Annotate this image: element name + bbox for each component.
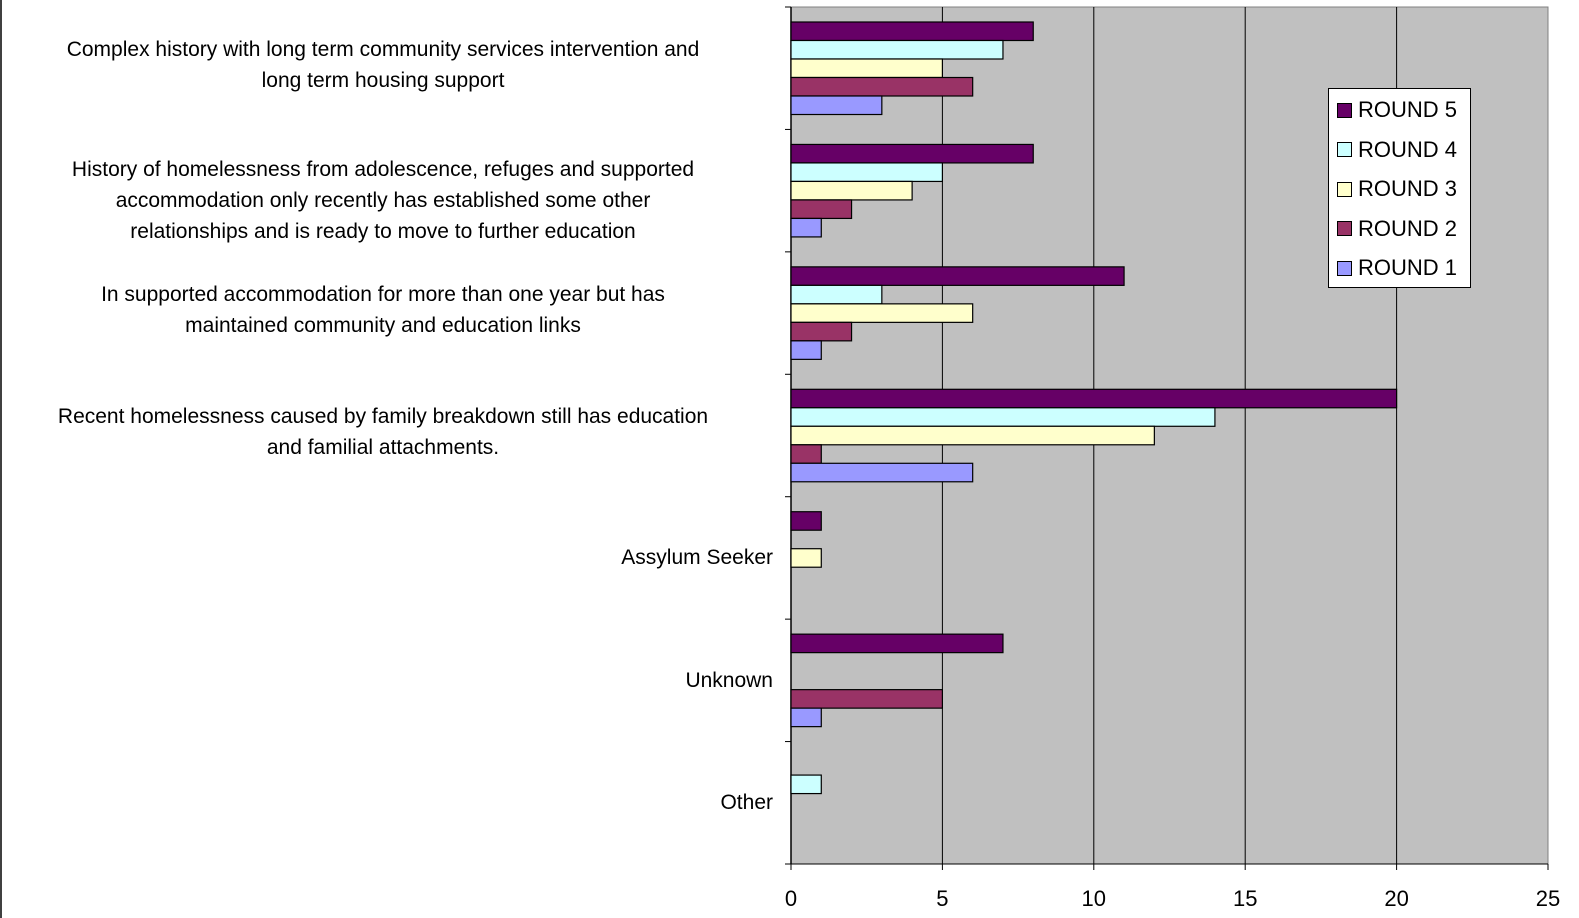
bar [790, 462, 974, 483]
legend-swatch [1337, 181, 1352, 197]
bar [790, 217, 822, 238]
bar [790, 774, 822, 795]
bar [790, 21, 1034, 42]
bar [790, 39, 1004, 60]
bar [790, 548, 822, 568]
legend-label: ROUND 4 [1358, 136, 1458, 162]
category-label-line: relationships and is ready to move to fu… [130, 220, 636, 244]
legend-label: ROUND 3 [1358, 176, 1458, 201]
bar [790, 58, 943, 79]
legend-item: ROUND 4 [1337, 137, 1457, 163]
category-label-line: In supported accommodation for more than… [101, 282, 665, 306]
bar [790, 425, 1155, 446]
bar [790, 321, 853, 342]
bar [790, 199, 853, 220]
category-label-line: Assylum Seeker [621, 546, 773, 570]
legend-swatch [1337, 102, 1352, 118]
category-label-line: Unknown [685, 668, 773, 692]
legend: ROUND 5 ROUND 4 ROUND 3 ROUND 2 ROUND 1 [1328, 88, 1471, 288]
legend-label: ROUND 5 [1358, 97, 1458, 122]
bar [790, 444, 822, 464]
bar [790, 76, 974, 97]
bar [790, 388, 1398, 409]
category-label-line: long term housing support [261, 69, 505, 92]
x-tick-label: 5 [936, 886, 948, 911]
legend-item: ROUND 2 [1337, 216, 1457, 242]
bar [790, 266, 1125, 286]
bar [790, 340, 822, 360]
category-label: In supported accommodation for more than… [0, 279, 773, 341]
bar [790, 407, 1216, 427]
bar [790, 633, 1004, 654]
bar [790, 284, 883, 305]
legend-swatch [1337, 142, 1352, 157]
legend-item: ROUND 5 [1337, 97, 1457, 123]
category-label-line: History of homelessness from adolescence… [71, 158, 695, 182]
category-label: Unknown [0, 665, 773, 696]
legend-swatch [1337, 221, 1352, 236]
legend-item: ROUND 3 [1337, 176, 1457, 202]
bar [790, 689, 943, 709]
category-label: History of homelessness from adolescence… [0, 154, 773, 247]
legend-label: ROUND 1 [1358, 255, 1458, 280]
legend-label: ROUND 2 [1358, 215, 1458, 241]
category-label-line: maintained community and education links [185, 313, 581, 337]
x-tick-label: 25 [1536, 886, 1560, 911]
bar [790, 707, 822, 728]
bar [790, 511, 822, 531]
category-label: Other [0, 787, 773, 818]
category-label-line: Recent homelessness caused by family bre… [57, 405, 709, 429]
category-label-line: and familial attachments. [266, 436, 500, 460]
category-label-line: Other [720, 791, 773, 815]
bar [790, 162, 943, 183]
legend-item: ROUND 1 [1337, 255, 1457, 281]
x-tick-label: 15 [1233, 886, 1257, 911]
x-tick-label: 0 [785, 886, 797, 911]
bar [790, 180, 913, 201]
legend-swatch [1337, 260, 1352, 276]
x-tick-label: 20 [1384, 886, 1408, 911]
category-label-line: Complex history with long term community… [66, 38, 700, 61]
category-label-line: accommodation only recently has establis… [115, 189, 651, 213]
x-tick-label: 10 [1082, 886, 1106, 911]
bar [790, 95, 883, 116]
category-label: Complex history with long term community… [0, 34, 773, 96]
category-label: Recent homelessness caused by family bre… [0, 401, 773, 463]
bar [790, 143, 1034, 164]
bar [790, 303, 974, 323]
category-label: Assylum Seeker [0, 542, 773, 573]
